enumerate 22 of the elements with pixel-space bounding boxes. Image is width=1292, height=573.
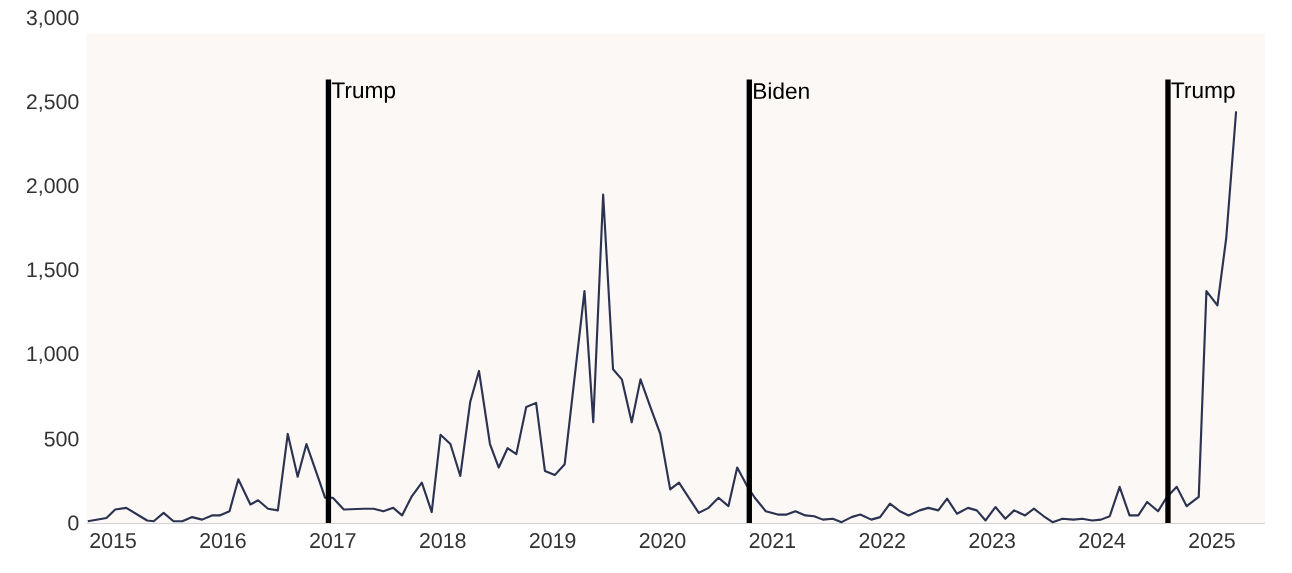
y-tick-label: 1,500: [27, 262, 79, 280]
x-tick-label: 2015: [90, 533, 136, 549]
y-tick-label: 2,500: [26, 94, 79, 112]
x-tick-label: 2022: [859, 533, 905, 549]
x-tick-label: 2021: [749, 533, 796, 549]
x-tick-label: 2024: [1079, 533, 1126, 549]
y-tick-label: 1,000: [27, 346, 79, 364]
y-tick-label: 500: [44, 431, 79, 447]
y-tick-label: 0: [68, 515, 79, 531]
ref-line-label: Trump: [331, 82, 396, 103]
x-tick-label: 2018: [420, 533, 466, 549]
ref-line-label: Biden: [754, 82, 809, 100]
x-tick-label: 2016: [200, 533, 246, 549]
line-series: [86, 110, 1238, 524]
x-tick-label: 2025: [1189, 533, 1235, 549]
ref-line-label: Trump: [1171, 82, 1235, 103]
x-tick-label: 2023: [969, 533, 1015, 549]
y-tick-label: 3,000: [26, 10, 79, 28]
y-tick-label: 2,000: [26, 178, 79, 196]
x-tick-label: 2020: [639, 533, 686, 549]
x-tick-label: 2019: [529, 533, 576, 549]
x-tick-label: 2017: [310, 533, 356, 549]
